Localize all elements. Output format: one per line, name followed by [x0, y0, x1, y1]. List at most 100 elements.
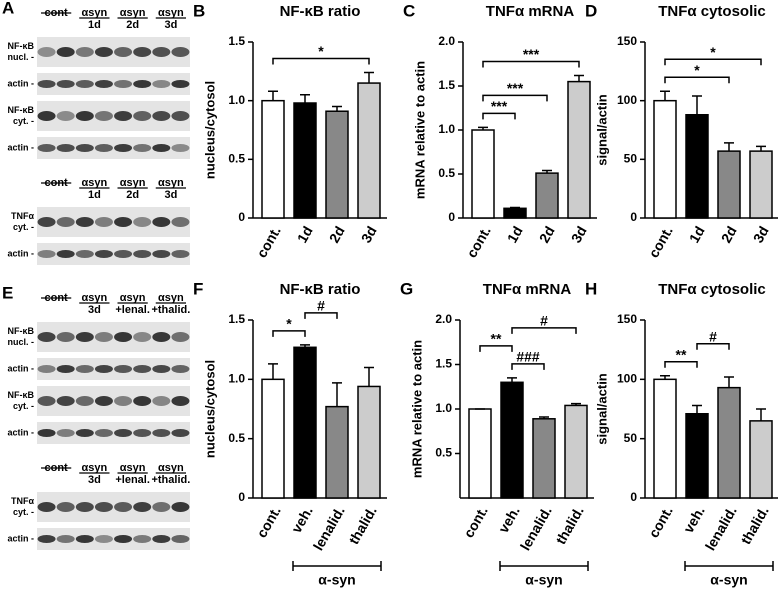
blot-strip	[37, 528, 190, 550]
blot-band	[152, 80, 171, 88]
blot-band	[94, 250, 113, 258]
y-tick-label: 0.5	[228, 152, 245, 166]
blot-band	[133, 332, 152, 342]
blot-band	[37, 396, 56, 406]
significance-bracket	[482, 94, 548, 102]
y-tick-label: 0.5	[228, 431, 245, 445]
x-tick-label: veh.	[680, 503, 708, 535]
lane-header: αsyn	[82, 177, 108, 189]
x-tick-label: 3d	[750, 223, 772, 245]
blot-band	[114, 332, 133, 342]
blot-band	[94, 429, 113, 437]
error-bar	[724, 376, 734, 388]
blot-band	[114, 144, 133, 152]
y-tick-label: 1.0	[435, 401, 452, 415]
y-tick-label: 1.5	[438, 78, 455, 92]
blot-band	[114, 396, 133, 406]
y-tick-label: 0.5	[438, 166, 455, 180]
blot-band	[152, 250, 171, 258]
bar	[567, 80, 591, 219]
blot-band	[171, 535, 190, 543]
y-tick-label: 1.5	[228, 312, 245, 326]
blot-strip	[37, 137, 190, 159]
error-bar	[542, 169, 552, 174]
blot-band	[94, 80, 113, 88]
y-axis-label: signal/actin	[594, 94, 609, 166]
y-tick-label: 1.5	[435, 357, 452, 371]
y-tick-label: 100	[617, 93, 637, 107]
y-tick-label: 0	[238, 210, 245, 224]
blot-band	[37, 250, 56, 258]
significance-bracket	[482, 60, 580, 68]
blot-band	[171, 332, 190, 342]
lane-header: αsyn	[120, 7, 146, 19]
blot-band	[56, 429, 75, 437]
error-bar	[692, 404, 702, 414]
chart-title: NF-κB ratio	[280, 281, 361, 298]
significance-label: #	[317, 298, 325, 314]
row-label: actin -	[7, 248, 34, 258]
group-bracket	[684, 561, 774, 571]
lane-header: +lenal.	[115, 474, 150, 486]
blot-band	[133, 429, 152, 437]
significance-label: **	[676, 346, 687, 362]
lane-header: 3d	[164, 19, 177, 31]
row-label: nucl. -	[8, 52, 35, 62]
blot-band	[37, 502, 56, 512]
panel-letter: G	[400, 279, 413, 298]
chart-title: NF-κB ratio	[280, 3, 361, 20]
blot-band	[114, 217, 133, 227]
blot-band	[171, 429, 190, 437]
blot-band	[133, 396, 152, 406]
y-axis-label: mRNA relative to actin	[412, 61, 427, 199]
blot-strip	[37, 243, 190, 265]
error-bar	[692, 95, 702, 115]
y-axis-label: mRNA relative to actin	[409, 340, 424, 478]
blot-band	[133, 144, 152, 152]
blot-band	[94, 47, 113, 57]
significance-bracket	[304, 312, 338, 319]
significance-bracket	[696, 343, 730, 350]
blot-band	[133, 250, 152, 258]
blot-band	[133, 535, 152, 543]
error-bar	[756, 408, 766, 421]
x-tick-label: cont.	[253, 223, 284, 260]
row-label: NF-κB	[7, 41, 34, 51]
blot-band	[75, 396, 94, 406]
blot-band	[37, 217, 56, 227]
lane-header: 3d	[164, 189, 177, 201]
lane-header: αsyn	[120, 292, 146, 304]
error-bar	[332, 105, 342, 112]
blot-band	[152, 47, 171, 57]
y-axis-label: nucleus/cytosol	[202, 81, 217, 179]
blot-band	[75, 365, 94, 373]
x-tick-label: thalid.	[737, 503, 771, 547]
row-label: cyt. -	[13, 222, 34, 232]
x-tick-label: lenalid.	[702, 503, 740, 553]
y-axis-label: signal/actin	[594, 373, 609, 445]
error-bar	[507, 377, 517, 383]
lane-header: 3d	[88, 474, 101, 486]
blot-band	[75, 502, 94, 512]
significance-label: #	[540, 313, 548, 329]
blot-band	[133, 502, 152, 512]
significance-label: *	[710, 44, 716, 60]
x-tick-label: 2d	[326, 223, 348, 245]
row-label: actin -	[7, 427, 34, 437]
significance-bracket	[479, 345, 513, 352]
blot-band	[133, 217, 152, 227]
blot-band	[171, 80, 190, 88]
group-label: α-syn	[525, 572, 562, 588]
blot-band	[56, 535, 75, 543]
bar	[357, 82, 381, 219]
bar	[500, 381, 524, 499]
blot-band	[56, 365, 75, 373]
lane-header: 2d	[126, 19, 139, 31]
blot-band	[75, 332, 94, 342]
lane-header: αsyn	[82, 462, 108, 474]
y-tick-label: 1.0	[228, 372, 245, 386]
lane-header: 1d	[88, 19, 101, 31]
row-label: cyt. -	[13, 116, 34, 126]
lane-header: αsyn	[120, 177, 146, 189]
